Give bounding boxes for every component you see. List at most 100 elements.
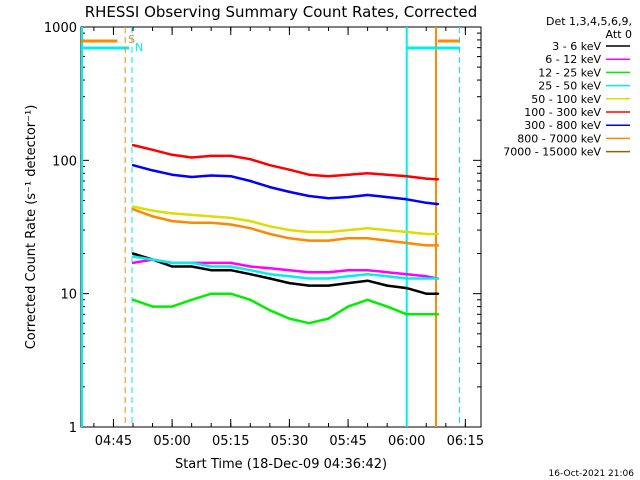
series-point-0 (268, 277, 272, 280)
series-point-6 (436, 202, 440, 206)
series-point-0 (346, 281, 350, 285)
series-point-2 (436, 313, 440, 316)
series-point-2 (327, 317, 330, 320)
series-point-0 (210, 268, 213, 272)
series-point-2 (425, 313, 428, 316)
plot-area: 1 10 100 1000 04:45 05:00 05:15 05:30 05:45 06:00… (44, 21, 484, 449)
series-point-5 (288, 168, 291, 171)
series-point-3 (229, 265, 232, 268)
series-point-1 (385, 270, 389, 274)
series-point-3 (151, 258, 154, 261)
series-point-0 (190, 265, 193, 268)
legend-label-1: 6 - 12 keV (545, 53, 601, 66)
series-point-3 (405, 277, 408, 280)
x-tick-label: 05:00 (153, 434, 190, 449)
series-point-5 (190, 156, 193, 159)
series-point-2 (366, 298, 369, 301)
series-point-7 (405, 241, 408, 245)
series-point-1 (229, 261, 232, 265)
x-tick-label: 06:00 (388, 434, 425, 449)
series-point-0 (307, 284, 311, 287)
series-point-2 (288, 317, 291, 320)
chart-title: RHESSI Observing Summary Count Rates, Co… (85, 3, 478, 21)
series-point-3 (131, 255, 135, 258)
series-point-0 (425, 292, 428, 295)
series-line-6 (132, 163, 439, 206)
series-point-5 (268, 163, 272, 167)
series-point-4 (346, 228, 350, 232)
series-point-7 (425, 244, 428, 247)
marker-label-n: N (135, 41, 143, 54)
series-point-3 (436, 277, 440, 280)
series-point-4 (249, 219, 252, 223)
series-point-3 (307, 277, 311, 280)
y-tick-label: 100 (52, 154, 77, 169)
series-point-2 (249, 298, 252, 301)
series-point-3 (346, 275, 350, 278)
series-point-7 (346, 237, 350, 240)
series-point-5 (170, 153, 174, 157)
series-point-3 (288, 275, 291, 278)
series-point-7 (327, 239, 330, 242)
legend-label-3: 25 - 50 keV (538, 80, 601, 93)
series-point-2 (307, 322, 311, 325)
series-point-5 (405, 175, 408, 178)
series-point-1 (131, 261, 135, 265)
series-point-7 (268, 232, 272, 236)
series-point-6 (210, 174, 213, 177)
y-axis-label: Corrected Count Rate (s⁻¹ detector⁻¹) (24, 105, 39, 350)
legend-label-7: 800 - 7000 keV (517, 132, 601, 145)
series-point-5 (425, 177, 428, 180)
series-point-7 (229, 223, 232, 226)
series-point-4 (190, 213, 193, 217)
series-point-7 (366, 237, 369, 240)
series-point-1 (405, 272, 408, 276)
series-point-6 (170, 173, 174, 176)
series-point-7 (131, 208, 135, 211)
series-line-4 (132, 205, 438, 236)
series-point-3 (268, 272, 272, 276)
series-point-3 (327, 277, 330, 280)
series-point-7 (288, 237, 291, 240)
series-point-0 (327, 284, 330, 287)
series-point-2 (346, 305, 350, 308)
series-point-2 (151, 305, 154, 308)
series-point-3 (249, 268, 252, 272)
x-tick-label: 05:30 (271, 434, 308, 449)
series-point-4 (288, 228, 291, 232)
series-point-6 (190, 175, 193, 179)
legend-label-6: 300 - 800 keV (524, 119, 601, 132)
series-point-7 (151, 215, 154, 218)
series-point-6 (405, 198, 408, 201)
series-point-4 (436, 232, 440, 236)
legend-label-8: 7000 - 15000 keV (503, 146, 601, 159)
series-point-5 (385, 173, 389, 176)
series-point-3 (385, 275, 389, 278)
series-point-7 (385, 239, 389, 242)
x-tick-label: 05:45 (329, 434, 366, 449)
series-point-1 (327, 270, 330, 274)
series-point-4 (229, 216, 232, 220)
series-point-6 (131, 163, 135, 167)
series-point-3 (425, 277, 428, 280)
y-tick-label: 1 (69, 421, 77, 436)
x-axis-label: Start Time (18-Dec-09 04:36:42) (175, 457, 387, 472)
series-point-6 (366, 193, 369, 197)
series-point-6 (249, 179, 252, 183)
series-point-3 (366, 272, 369, 276)
series-point-5 (436, 178, 440, 181)
series-point-5 (346, 173, 350, 176)
y-tick-label: 10 (60, 288, 77, 303)
series-point-6 (307, 194, 311, 198)
legend-label-2: 12 - 25 keV (538, 66, 601, 79)
series-point-0 (385, 284, 389, 287)
series-line-2 (132, 292, 438, 325)
y-tick-label: 1000 (44, 21, 77, 36)
series-point-4 (327, 230, 330, 234)
series-point-7 (190, 221, 193, 225)
series-point-7 (210, 221, 213, 225)
series-point-6 (288, 190, 291, 194)
series-point-6 (229, 175, 232, 178)
series-point-2 (405, 313, 408, 316)
